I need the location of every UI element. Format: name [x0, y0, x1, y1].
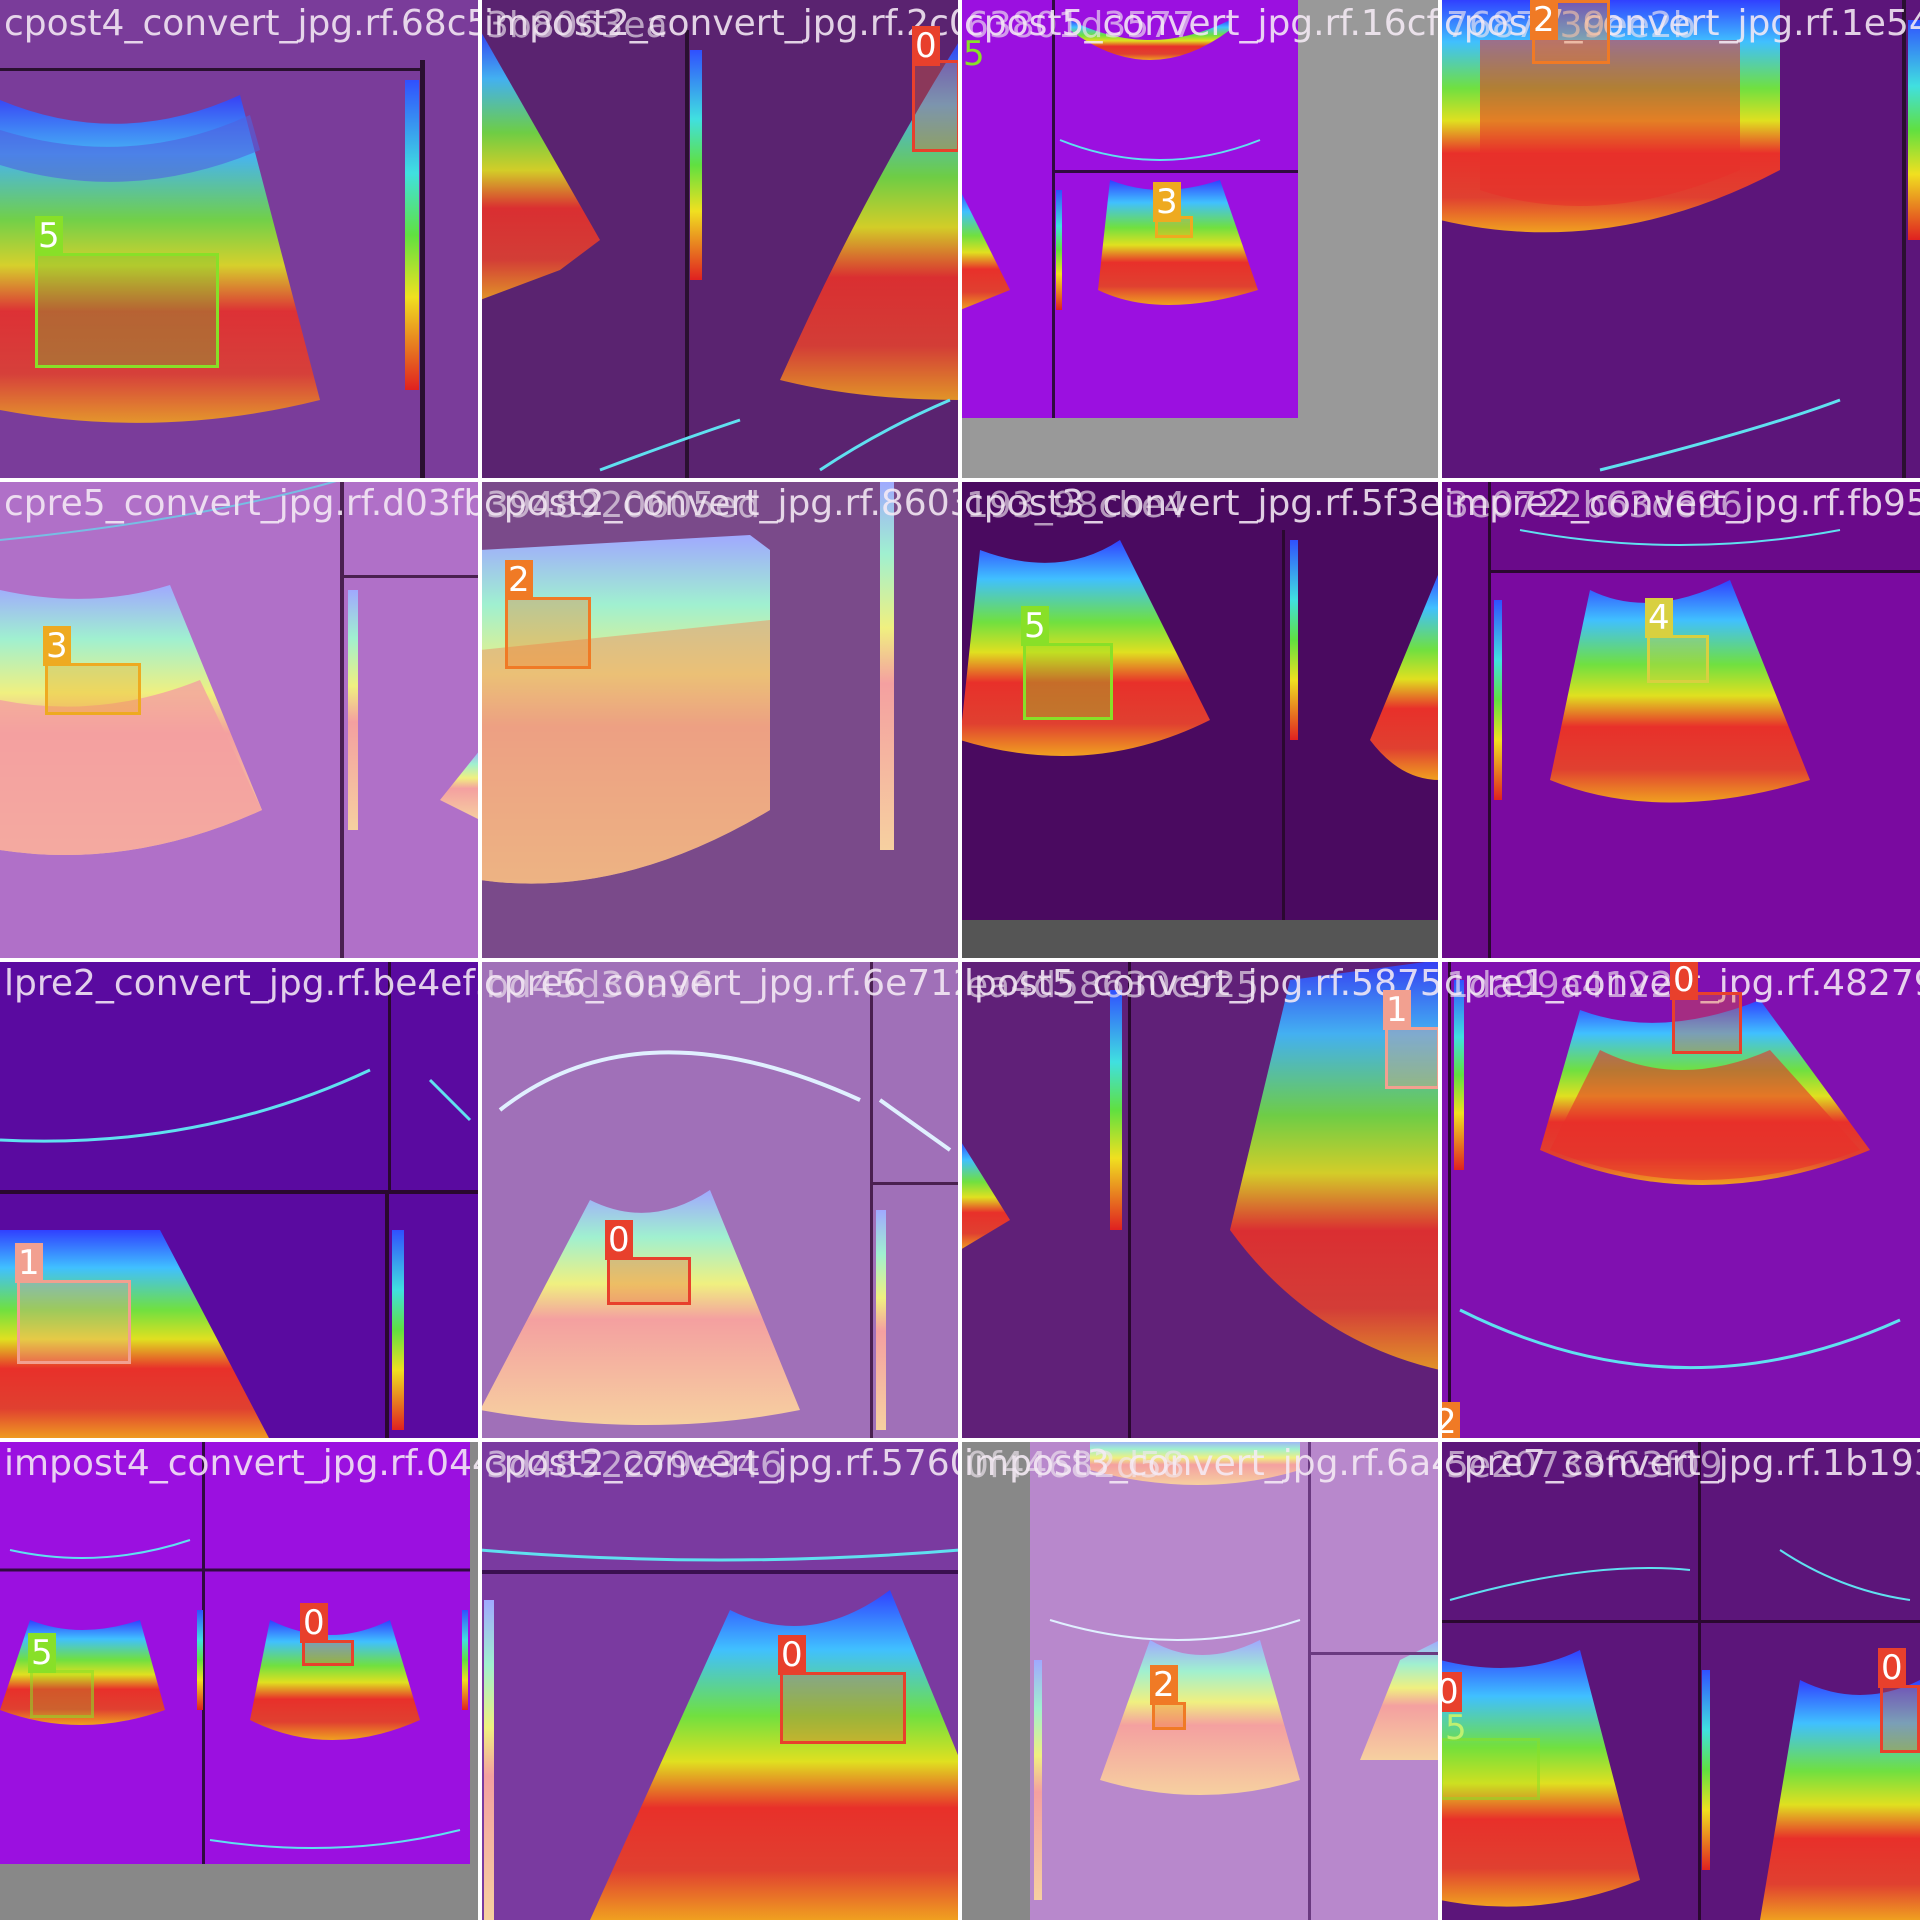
ultrasound-image — [0, 960, 480, 1440]
tile-filename: impost2_convert_jpg.rf.2c0c5 — [484, 3, 960, 44]
class-label: 1 — [1383, 990, 1411, 1030]
mosaic-tile: 3d4852279e346 cpost2_convert_jpg.rf.5760… — [480, 1440, 960, 1920]
tile-filename: cpost2_convert_jpg.rf.5760f0 — [484, 1443, 960, 1484]
grid-divider — [0, 1438, 1920, 1442]
mosaic-tile: 7687a39ee2b cpost7_convert_jpg.rf.1e5419… — [1440, 0, 1920, 480]
tile-filename: cpre6_convert_jpg.rf.6e7125 — [484, 963, 960, 1004]
tile-filename: impost4_convert_jpg.rf.0448 — [4, 1443, 480, 1484]
ultrasound-image — [480, 960, 960, 1440]
class-label: 5 — [963, 34, 985, 74]
tile-filename: cpost4_convert_jpg.rf.68c52 — [4, 3, 480, 44]
tile-filename-overlap: 63801d3577 — [966, 5, 1195, 46]
detection-box — [302, 1640, 354, 1666]
detection-box — [1023, 643, 1113, 720]
class-label: 0 — [1670, 960, 1698, 1000]
tile-filename-overlap: 5e20733f63f09 — [1446, 1445, 1723, 1486]
tile-filename-overlap: 0f44682d58 — [966, 1445, 1185, 1486]
class-label: 3 — [1153, 182, 1181, 222]
ultrasound-image — [1440, 960, 1920, 1440]
mosaic-tile: lpre2_convert_jpg.rf.be4ef3c 1 — [0, 960, 480, 1440]
class-label: 2 — [1440, 1402, 1460, 1440]
ultrasound-image — [960, 0, 1440, 480]
class-label: 5 — [28, 1633, 56, 1673]
detection-box — [30, 1670, 94, 1718]
tile-filename: lpre2_convert_jpg.rf.be4ef3c — [4, 963, 480, 1004]
tile-filename: cpre7_convert_jpg.rf.1b1936 — [1444, 1443, 1920, 1484]
class-label: 0 — [605, 1220, 633, 1260]
mosaic-tile: cpre5_convert_jpg.rf.d03fbfe 3 — [0, 480, 480, 960]
detection-box — [1880, 1685, 1920, 1753]
class-label: 0 — [1440, 1672, 1462, 1712]
tile-filename-overlap: 1da99a41222 — [1446, 965, 1697, 1006]
ultrasound-image — [1440, 480, 1920, 960]
mosaic-tile: 3e0722b63d696 impre2_convert_jpg.rf.fb95… — [1440, 480, 1920, 960]
ultrasound-image — [0, 480, 480, 960]
tile-filename: impost3_convert_jpg.rf.6a4 — [964, 1443, 1440, 1484]
tile-filename-overlap: bd45d30a96 — [486, 965, 715, 1006]
mosaic-tile: 1da99a41222 cpre1_convert_jpg.rf.482795 … — [1440, 960, 1920, 1440]
detection-box — [505, 597, 591, 669]
class-label: 0 — [300, 1603, 328, 1643]
ultrasound-image — [480, 0, 960, 480]
tile-filename-overlap: 7687a39ee2b — [1446, 5, 1696, 46]
mosaic-tile: 0f44682d58 impost3_convert_jpg.rf.6a4 2 — [960, 1440, 1440, 1920]
class-label: 3 — [43, 626, 71, 666]
class-label: 2 — [1150, 1665, 1178, 1705]
tile-filename-overlap: 3b8063ea — [486, 5, 668, 46]
mosaic-tile: cpost4_convert_jpg.rf.68c52 5 — [0, 0, 480, 480]
mosaic-tile: 193_98cbe4 cpost3_convert_jpg.rf.5f3e8 5 — [960, 480, 1440, 960]
class-label: 4 — [1645, 598, 1673, 638]
detection-box — [607, 1257, 691, 1305]
class-label: 5 — [35, 216, 63, 256]
tile-filename-overlap: 3d4852279e346 — [486, 1445, 783, 1486]
class-label: 2 — [1530, 0, 1558, 40]
class-label: 5 — [1445, 1708, 1467, 1748]
detection-box — [912, 60, 960, 152]
tile-filename-overlap: ea4d58630c925 — [966, 965, 1259, 1006]
grid-divider — [0, 478, 1920, 482]
class-label: 0 — [778, 1635, 806, 1675]
tile-filename-overlap: 3948920605ed — [486, 485, 761, 526]
ultrasound-image — [1440, 1440, 1920, 1920]
ultrasound-image — [480, 480, 960, 960]
mosaic-tile: impost4_convert_jpg.rf.0448 0 5 — [0, 1440, 480, 1920]
ultrasound-image — [0, 1440, 480, 1920]
mosaic-tile: 3b8063ea impost2_convert_jpg.rf.2c0c5 0 — [480, 0, 960, 480]
ultrasound-image — [0, 0, 480, 480]
detection-box — [1152, 1702, 1186, 1730]
ultrasound-image — [1440, 0, 1920, 480]
detection-box — [1385, 1027, 1440, 1089]
detection-box — [780, 1672, 906, 1744]
tile-filename: cpost3_convert_jpg.rf.5f3e8 — [964, 483, 1440, 524]
ultrasound-image — [960, 960, 1440, 1440]
class-label: 0 — [912, 26, 940, 66]
class-label: 0 — [1878, 1648, 1906, 1688]
mosaic-tile: 3948920605ed cpost2_convert_jpg.rf.86039… — [480, 480, 960, 960]
tile-filename: impre2_convert_jpg.rf.fb951c — [1444, 483, 1920, 524]
detection-box — [17, 1280, 131, 1364]
tile-filename: lpost5_convert_jpg.rf.58751 — [964, 963, 1440, 1004]
tile-filename: cpost7_convert_jpg.rf.1e5419 — [1444, 3, 1920, 44]
detection-box — [35, 253, 219, 368]
ultrasound-image — [960, 1440, 1440, 1920]
tile-filename: cpost2_convert_jpg.rf.86039 — [484, 483, 960, 524]
class-label: 1 — [15, 1243, 43, 1283]
detection-box — [1672, 992, 1742, 1054]
ultrasound-image — [960, 480, 1440, 960]
detection-box — [45, 663, 141, 715]
mosaic-tile: bd45d30a96 cpre6_convert_jpg.rf.6e7125 0 — [480, 960, 960, 1440]
class-label: 2 — [505, 560, 533, 600]
detection-box — [1647, 635, 1709, 683]
class-label: 5 — [1021, 606, 1049, 646]
tile-filename-overlap: 3e0722b63d696 — [1446, 485, 1743, 526]
tile-filename: cpost5_convert_jpg.rf.16cf2e — [964, 3, 1440, 44]
mosaic-tile: 63801d3577 cpost5_convert_jpg.rf.16cf2e … — [960, 0, 1440, 480]
mosaic-tile: 5e20733f63f09 cpre7_convert_jpg.rf.1b193… — [1440, 1440, 1920, 1920]
mosaic-tile: ea4d58630c925 lpost5_convert_jpg.rf.5875… — [960, 960, 1440, 1440]
tile-filename-overlap: 193_98cbe4 — [966, 485, 1187, 526]
grid-divider — [0, 958, 1920, 962]
tile-filename: cpre5_convert_jpg.rf.d03fbfe — [4, 483, 480, 524]
